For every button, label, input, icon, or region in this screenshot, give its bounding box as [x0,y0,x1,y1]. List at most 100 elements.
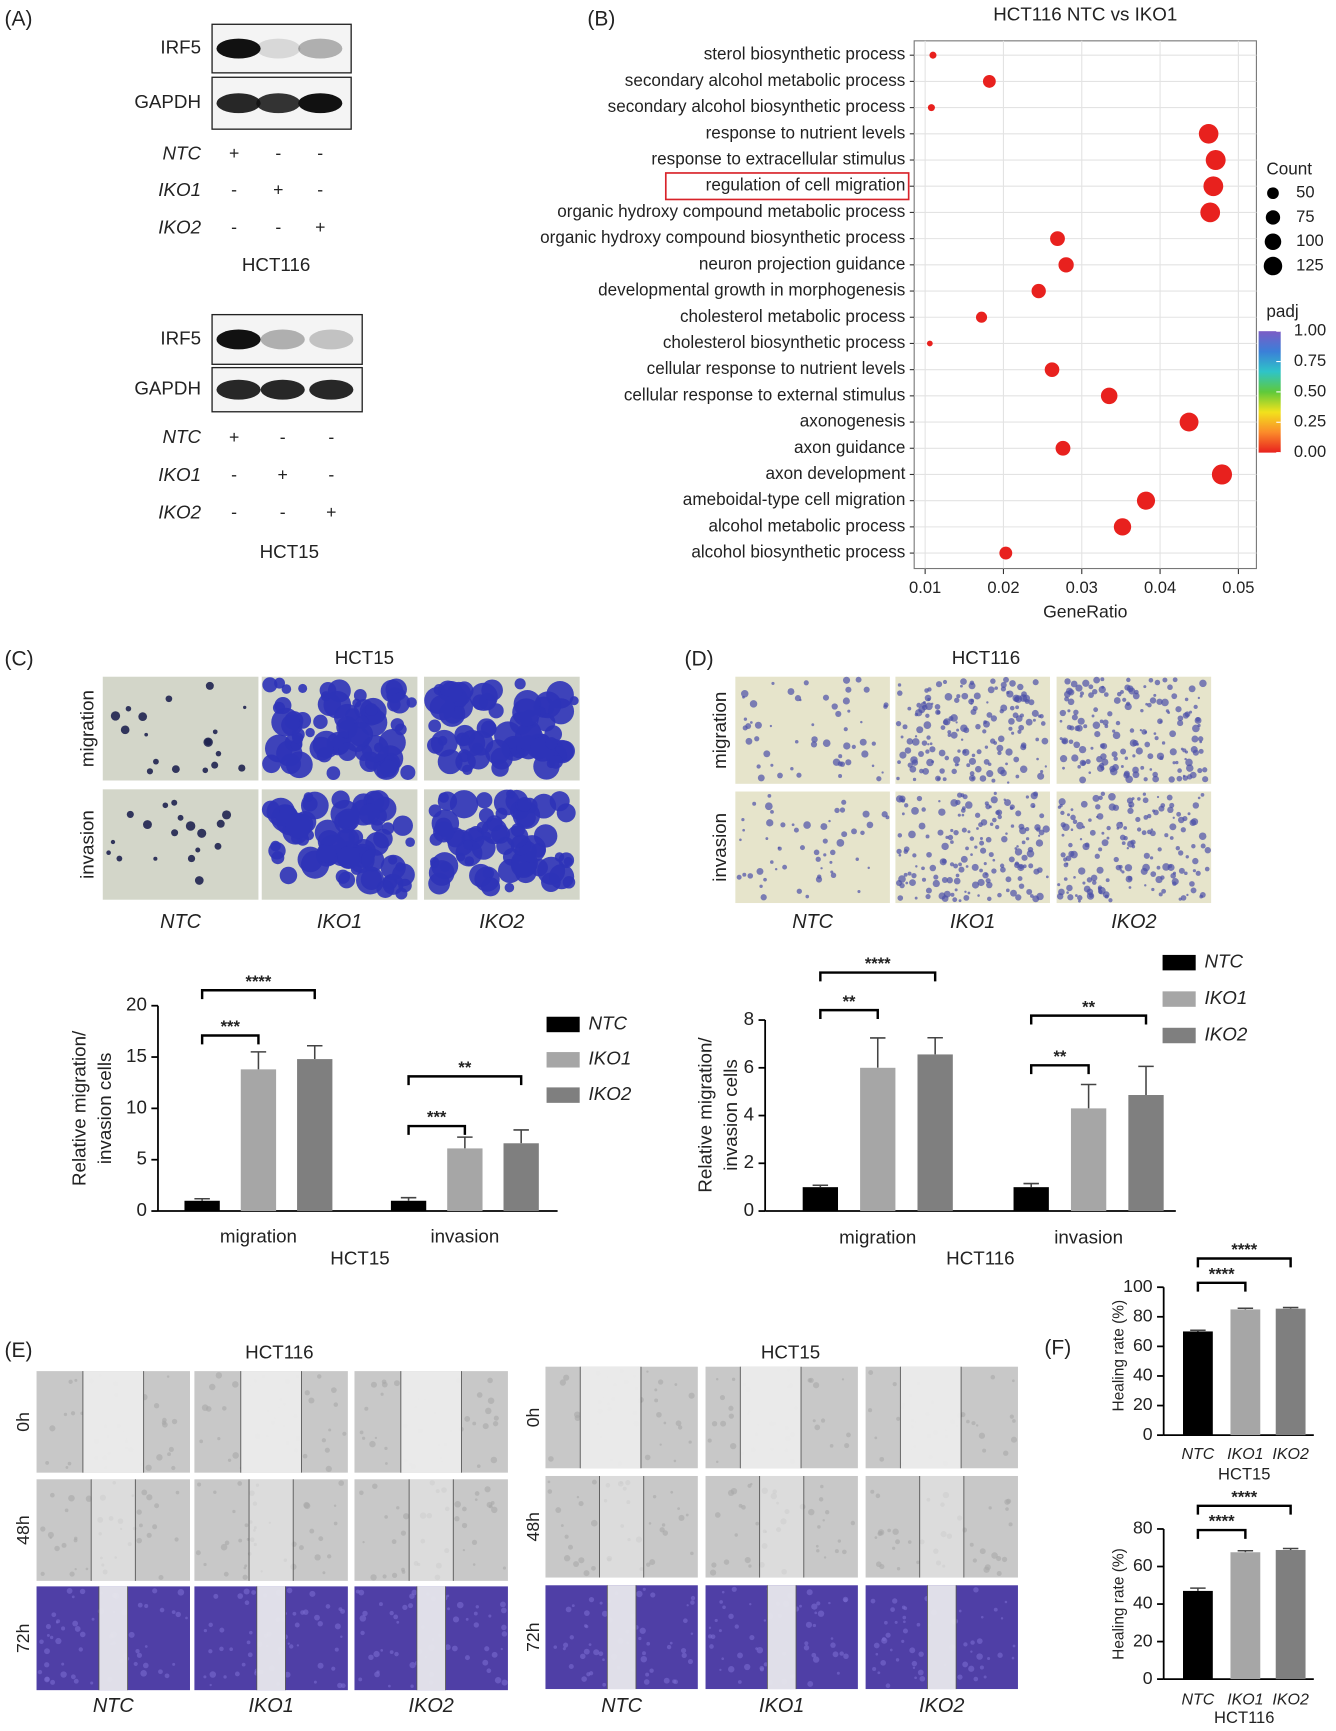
stained-cell [961,827,967,833]
stained-cell [965,801,973,809]
blot-band [216,379,261,400]
texture [680,1647,687,1654]
texture [962,1661,969,1668]
texture [971,1421,976,1426]
texture [756,1646,764,1654]
stained-cell [1185,855,1189,859]
texture [875,1561,882,1568]
condition-label: IKO2 [158,501,201,522]
texture [642,1587,646,1591]
stained-cell [1091,714,1095,718]
stained-cell [760,894,767,901]
stained-cell [958,862,962,867]
texture [670,1490,674,1494]
texture [588,1643,592,1647]
stained-cell [1169,730,1177,738]
texture [979,1548,986,1555]
stained-cell [1059,709,1066,717]
texture [675,1420,682,1427]
texture [136,1537,142,1544]
stained-cell [1159,756,1164,761]
stained-cell [763,877,767,882]
stained-cell [799,698,802,702]
stained-cell [1149,856,1154,860]
legend-label: 0.25 [1294,412,1326,431]
stained-cell [988,852,994,858]
stained-cell [1017,683,1024,691]
wound-gap [82,1371,144,1473]
stained-cell [1067,689,1075,696]
stained-cell [319,682,337,699]
stained-cell [1178,867,1185,874]
texture [501,1679,508,1686]
stained-cell [1012,694,1020,702]
sign: + [315,217,325,237]
stained-cell [547,698,575,725]
texture [244,1600,250,1606]
texture [411,1589,418,1596]
stained-cell [1142,792,1146,796]
y-tick-label: 100 [1123,1276,1153,1296]
texture [40,1571,45,1576]
stained-cell [1167,806,1174,814]
texture [969,1542,974,1547]
error-bar [307,1044,323,1060]
stained-cell [958,866,965,873]
error-bar [927,1036,943,1055]
texture [548,1456,554,1462]
cell-line-label: HCT116 [242,254,310,275]
dot [926,340,933,347]
stained-cell [997,766,1005,775]
texture [292,1611,297,1616]
texture [49,1536,52,1540]
stained-cell [1069,725,1075,731]
texture [331,1387,337,1393]
stained-cell [835,710,842,718]
texture [401,1567,405,1572]
stained-cell [1088,818,1092,822]
texture [502,1566,506,1570]
stained-cell [971,881,980,889]
stained-cell [153,758,159,765]
stained-cell [969,771,975,776]
texture [1005,1507,1009,1511]
wound-gap [927,1585,957,1690]
stained-cell [969,836,975,841]
stained-cell [765,837,769,840]
stained-cell [803,680,809,686]
stained-cell [514,678,526,690]
y-tick-label: 40 [1133,1365,1153,1385]
texture [581,1676,587,1682]
texture [975,1424,979,1427]
panel-label: (F) [1044,1337,1071,1360]
stained-cell [908,830,916,839]
error-bar [513,1129,529,1144]
stained-cell [839,761,846,767]
stained-cell [942,777,947,782]
stained-cell [1195,717,1201,722]
texture [970,1640,975,1645]
texture [816,1549,820,1553]
texture [960,1411,966,1418]
stained-cell [1091,688,1098,695]
stained-cell [770,860,774,864]
texture [162,1421,168,1428]
image-panel-title: HCT15 [335,647,394,668]
texture [674,1383,678,1386]
stained-cell [1006,781,1010,784]
stained-cell [1082,881,1086,885]
stained-cell [1102,719,1109,726]
texture [870,1489,875,1494]
stained-cell [907,762,913,768]
stained-cell [1012,712,1019,719]
texture [803,1645,810,1651]
texture [73,1678,79,1684]
texture [918,1651,924,1657]
stained-cell [1112,729,1116,733]
texture [317,1621,323,1627]
stained-cell [834,807,840,814]
texture [750,1482,753,1486]
stained-cell [1093,676,1101,684]
stained-cell [1155,875,1163,884]
stained-cell [455,839,483,867]
